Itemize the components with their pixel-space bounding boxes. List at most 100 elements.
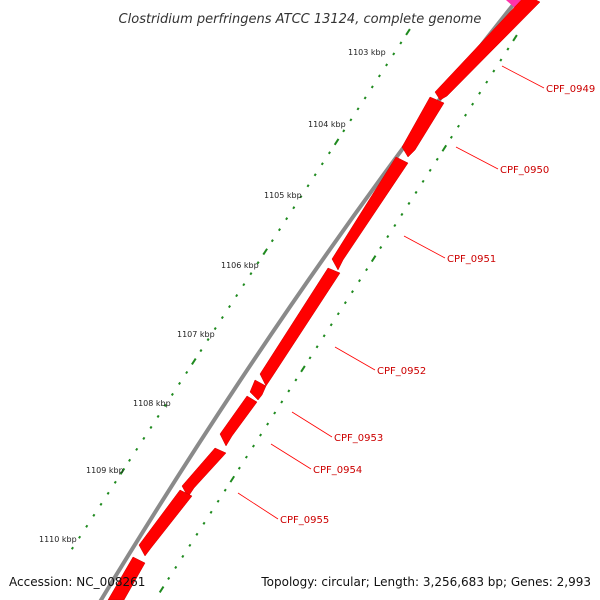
gene-label-cpf-0952[interactable]: CPF_0952	[377, 366, 426, 377]
minor-tick	[313, 173, 317, 177]
leader-cpf-0954	[270, 443, 312, 470]
minor-tick	[273, 411, 277, 415]
leader-cpf-0950	[455, 146, 499, 170]
major-tick	[370, 255, 377, 263]
gene-arrow-cpf-0950[interactable]	[401, 96, 445, 158]
gene-track	[107, 0, 541, 600]
minor-tick	[70, 546, 74, 550]
minor-tick	[167, 576, 171, 581]
minor-tick	[259, 433, 263, 437]
minor-tick	[195, 532, 199, 536]
minor-tick	[280, 400, 284, 404]
gene-arrow-cpf-0952[interactable]	[259, 267, 341, 387]
minor-tick	[277, 228, 281, 232]
minor-tick	[449, 135, 453, 139]
minor-tick	[92, 513, 96, 517]
minor-tick	[256, 261, 260, 265]
minor-tick	[492, 69, 496, 73]
minor-tick	[185, 370, 189, 375]
minor-tick	[202, 521, 206, 525]
minor-tick	[292, 206, 296, 210]
minor-tick	[471, 102, 475, 106]
minor-tick	[327, 151, 331, 155]
gene-label-cpf-0954[interactable]: CPF_0954	[313, 465, 362, 476]
minor-tick	[206, 337, 210, 342]
minor-tick	[252, 444, 255, 448]
minor-tick	[343, 301, 347, 305]
minor-tick	[336, 312, 340, 316]
minor-tick	[249, 272, 253, 276]
minor-tick	[506, 47, 510, 51]
gene-arrow-cpf-0953[interactable]	[249, 379, 267, 401]
minor-tick	[163, 403, 167, 407]
minor-tick	[223, 488, 227, 492]
major-tick	[191, 358, 197, 365]
kbp-markers: 1103 kbp 1104 kbp 1105 kbp 1106 kbp 1107…	[39, 48, 386, 544]
major-tick	[405, 28, 411, 36]
minor-tick	[156, 414, 160, 418]
minor-tick	[386, 234, 390, 239]
gene-label-cpf-0950[interactable]: CPF_0950	[500, 165, 549, 176]
gene-label-cpf-0955[interactable]: CPF_0955	[280, 515, 329, 526]
minor-tick	[399, 41, 403, 45]
minor-tick	[149, 425, 153, 429]
minor-tick	[128, 458, 132, 462]
minor-tick	[308, 356, 312, 360]
gene-arrow-next[interactable]	[138, 489, 193, 557]
minor-tick	[228, 305, 232, 309]
minor-tick	[106, 491, 110, 495]
minor-tick	[299, 195, 303, 199]
gene-label-cpf-0951[interactable]: CPF_0951	[447, 254, 496, 265]
gene-arrow-cpf-0951[interactable]	[331, 156, 409, 271]
gene-labels: CPF_0949 CPF_0950 CPF_0951 CPF_0952 CPF_…	[280, 84, 595, 526]
leader-cpf-0955	[237, 492, 279, 520]
gene-label-cpf-0949[interactable]: CPF_0949	[546, 84, 595, 95]
kbp-marker: 1110 kbp	[39, 535, 77, 544]
kbp-marker: 1104 kbp	[308, 120, 346, 129]
minor-tick	[356, 107, 360, 111]
minor-tick	[435, 157, 439, 161]
minor-tick	[188, 543, 192, 547]
minor-tick	[421, 179, 425, 183]
gene-arrow-cpf-0949[interactable]	[434, 0, 541, 101]
accession-text: Accession: NC_008261	[9, 575, 145, 589]
minor-tick	[266, 422, 270, 426]
kbp-marker: 1103 kbp	[348, 48, 386, 57]
minor-tick	[99, 502, 103, 506]
minor-tick	[216, 499, 220, 503]
gene-label-cpf-0953[interactable]: CPF_0953	[334, 433, 383, 444]
minor-tick	[456, 124, 460, 128]
minor-tick	[377, 74, 381, 78]
major-tick	[262, 248, 268, 256]
inner-tick-ring	[158, 34, 518, 593]
minor-tick	[85, 524, 89, 528]
minor-tick	[478, 91, 482, 95]
gene-arrow-cpf-0954[interactable]	[219, 395, 258, 447]
minor-tick	[400, 212, 404, 217]
minor-tick	[235, 294, 239, 298]
minor-tick	[213, 327, 217, 331]
minor-tick	[170, 392, 174, 397]
gene-arrow-bottom[interactable]	[107, 556, 146, 600]
gene-arrow-cpf-0955[interactable]	[181, 447, 227, 498]
minor-tick	[142, 436, 146, 440]
minor-tick	[315, 345, 319, 349]
minor-tick	[294, 378, 298, 382]
minor-tick	[342, 129, 346, 133]
minor-tick	[199, 348, 203, 353]
minor-tick	[329, 323, 333, 327]
kbp-marker: 1107 kbp	[177, 330, 215, 339]
minor-tick	[181, 554, 185, 558]
major-tick	[512, 34, 518, 42]
gene-arrow-other-strand[interactable]	[506, 0, 522, 9]
minor-tick	[365, 268, 369, 272]
major-tick	[158, 586, 165, 593]
minor-tick	[178, 381, 182, 386]
minor-tick	[407, 201, 411, 205]
minor-tick	[414, 190, 418, 194]
genome-title: Clostridium perfringens ATCC 13124, comp…	[119, 12, 482, 27]
minor-tick	[464, 113, 468, 117]
kbp-marker: 1108 kbp	[133, 399, 171, 408]
major-tick	[119, 467, 126, 475]
